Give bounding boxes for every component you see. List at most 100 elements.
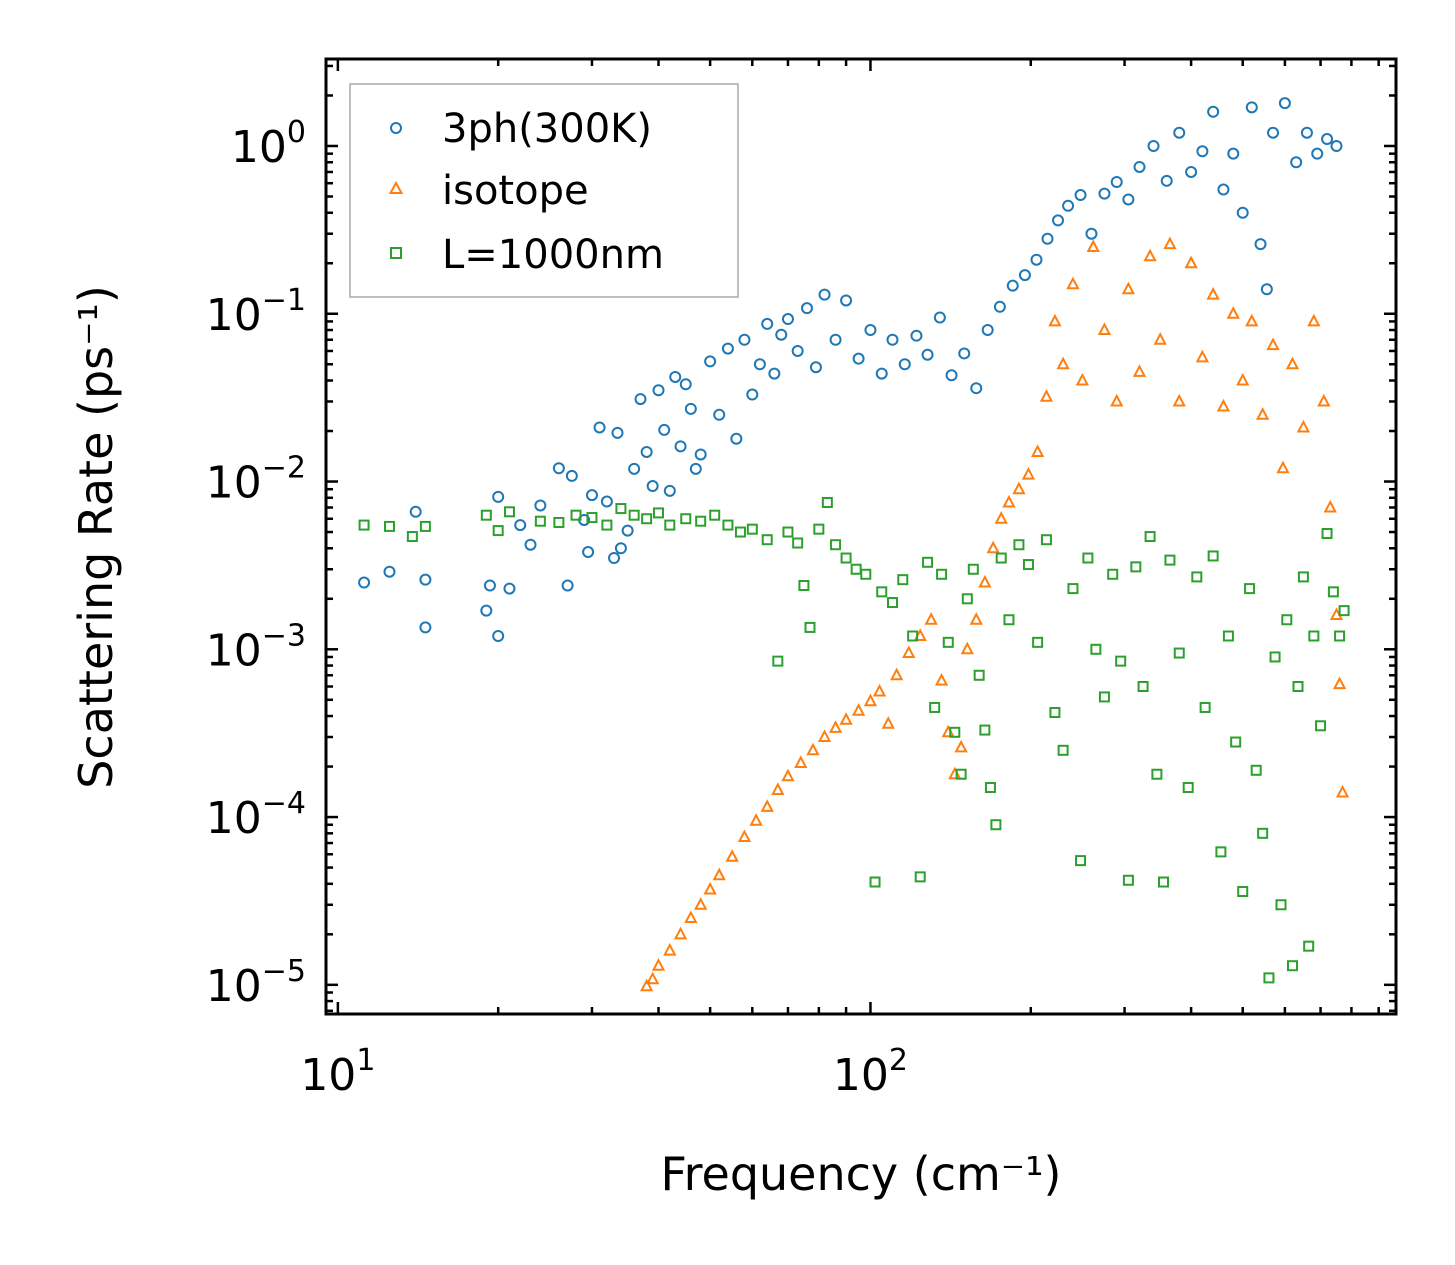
data-point xyxy=(601,519,613,531)
data-point xyxy=(875,367,888,380)
data-point xyxy=(809,361,822,374)
data-point xyxy=(864,324,877,337)
data-point xyxy=(628,462,641,475)
data-point xyxy=(669,370,682,383)
data-point xyxy=(1276,460,1290,474)
data-point xyxy=(1207,105,1220,118)
data-point xyxy=(689,462,702,475)
data-point xyxy=(1041,232,1054,245)
data-point xyxy=(1018,269,1031,282)
data-point xyxy=(721,342,734,355)
data-point xyxy=(1130,561,1142,573)
data-point xyxy=(419,621,432,634)
data-point xyxy=(1133,160,1146,173)
ticks-layer xyxy=(326,59,1396,1014)
data-point xyxy=(1147,139,1160,152)
data-point xyxy=(646,480,659,493)
data-point xyxy=(480,604,493,617)
data-point xyxy=(993,300,1006,313)
data-point xyxy=(1266,337,1280,351)
data-point xyxy=(921,348,934,361)
data-point xyxy=(887,597,899,609)
data-point xyxy=(1056,356,1070,370)
data-point xyxy=(1132,364,1147,377)
data-point xyxy=(1335,784,1350,798)
data-point xyxy=(1338,605,1350,617)
data-point xyxy=(1195,349,1210,363)
data-point xyxy=(817,729,832,743)
legend-label-boundary: L=1000nm xyxy=(442,232,664,278)
data-point xyxy=(1330,139,1343,152)
data-point xyxy=(898,358,911,371)
data-point xyxy=(1308,630,1320,642)
x-tick-label: 101 xyxy=(300,1043,375,1101)
data-point xyxy=(1115,655,1127,667)
data-point xyxy=(1236,372,1250,386)
legend-marker-circle xyxy=(390,122,402,134)
data-point xyxy=(646,971,660,985)
legend-label-3ph: 3ph(300K) xyxy=(442,106,652,152)
data-point xyxy=(1244,583,1256,595)
data-point xyxy=(1323,499,1337,513)
legend-marker-square xyxy=(390,247,402,259)
data-point xyxy=(775,328,788,341)
data-point xyxy=(1049,706,1061,718)
data-point xyxy=(492,630,505,643)
data-point xyxy=(955,768,967,780)
data-point xyxy=(1173,126,1186,139)
data-point xyxy=(480,509,492,521)
data-point xyxy=(694,897,708,910)
data-point xyxy=(869,876,881,888)
data-point xyxy=(768,367,781,380)
data-point xyxy=(709,509,721,521)
data-point xyxy=(1098,187,1111,200)
data-point xyxy=(725,849,739,862)
data-point xyxy=(492,490,505,503)
data-point xyxy=(621,524,634,537)
legend-marker-triangle xyxy=(388,180,404,194)
data-point xyxy=(553,516,565,528)
data-point xyxy=(1075,372,1090,386)
legend: 3ph(300K) isotope L=1000nm xyxy=(349,83,739,298)
data-point xyxy=(1257,827,1269,839)
data-point xyxy=(664,519,676,531)
data-point xyxy=(419,573,432,586)
data-point xyxy=(673,926,688,940)
data-point xyxy=(813,523,825,535)
data-point xyxy=(1040,534,1052,546)
data-point xyxy=(1297,571,1309,583)
data-point xyxy=(984,782,996,794)
data-point xyxy=(897,574,909,586)
data-point xyxy=(1311,147,1324,160)
data-point xyxy=(1285,356,1300,370)
data-point xyxy=(924,612,938,625)
data-point xyxy=(358,576,371,589)
data-point xyxy=(1090,643,1102,655)
data-point xyxy=(524,538,537,551)
data-point xyxy=(1097,322,1112,336)
data-point xyxy=(738,333,751,346)
data-point xyxy=(1334,630,1346,642)
data-point xyxy=(771,782,785,795)
y-tick-label: 10−5 xyxy=(206,954,306,1012)
data-point xyxy=(722,519,734,531)
data-point xyxy=(1003,614,1015,626)
data-point xyxy=(1062,199,1075,212)
data-point xyxy=(483,579,496,592)
data-point xyxy=(1074,189,1087,202)
data-point xyxy=(658,423,671,436)
data-point xyxy=(840,552,852,564)
data-point xyxy=(1182,782,1194,794)
data-point xyxy=(1163,236,1177,250)
data-point xyxy=(967,563,979,575)
data-point xyxy=(914,871,926,883)
data-point xyxy=(1158,876,1170,888)
data-point xyxy=(981,324,994,337)
data-point xyxy=(1006,279,1019,292)
data-point xyxy=(1296,419,1311,433)
data-point xyxy=(749,813,763,826)
y-tick-label: 100 xyxy=(231,115,306,173)
data-point xyxy=(1321,527,1333,539)
data-point xyxy=(534,499,547,512)
